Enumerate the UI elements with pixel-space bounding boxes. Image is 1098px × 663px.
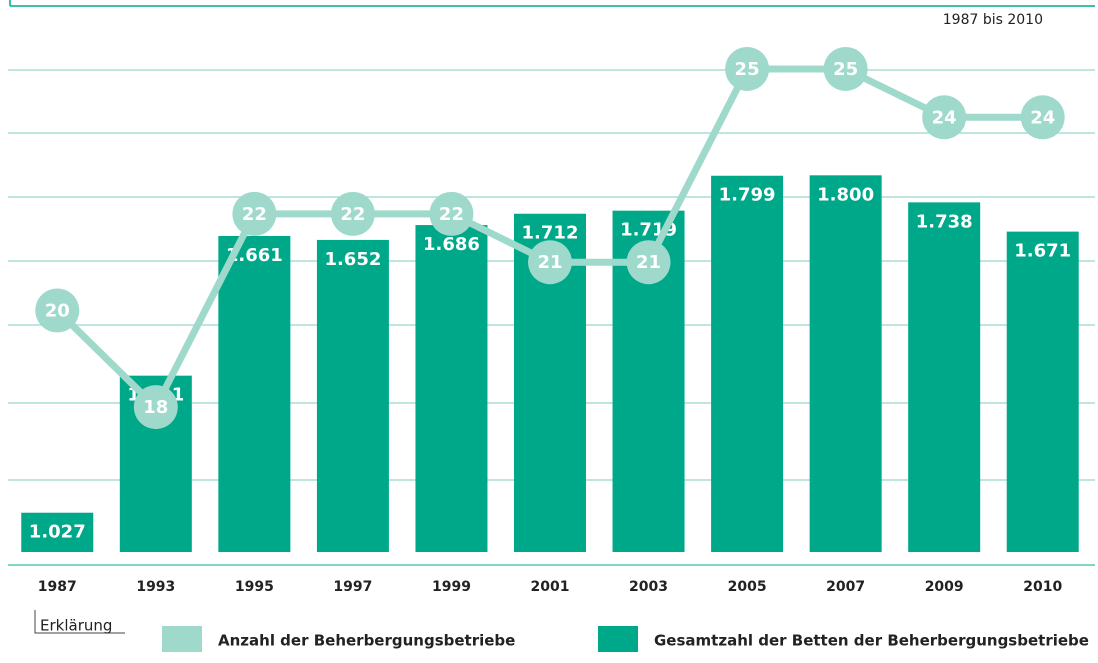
bar-value-label: 1.652	[324, 249, 381, 270]
x-tick-label: 2009	[925, 579, 964, 595]
bar-value-label: 1.671	[1014, 241, 1071, 262]
x-tick-label: 1995	[235, 579, 274, 595]
bar	[1007, 232, 1079, 552]
line-value-label: 22	[340, 204, 365, 225]
line-value-label: 20	[45, 300, 70, 321]
bar-value-label: 1.686	[423, 234, 480, 255]
legend-swatch	[598, 626, 638, 652]
bar-value-label: 1.027	[29, 522, 86, 543]
line-value-label: 24	[1030, 107, 1055, 128]
legend-label: Gesamtzahl der Betten der Beherbergungsb…	[654, 632, 1089, 650]
line-value-label: 24	[932, 107, 957, 128]
x-tick-label: 2007	[826, 579, 865, 595]
x-tick-label: 1999	[432, 579, 471, 595]
line-value-label: 22	[439, 204, 464, 225]
x-tick-label: 2003	[629, 579, 668, 595]
bar	[810, 175, 882, 552]
line-value-label: 25	[833, 59, 858, 80]
x-tick-label: 1987	[38, 579, 77, 595]
bar-value-label: 1.800	[817, 184, 874, 205]
line-value-label: 21	[537, 252, 562, 273]
legend-swatch	[162, 626, 202, 652]
x-tick-label: 2001	[531, 579, 570, 595]
bar-value-label: 1.738	[916, 211, 973, 232]
line-value-label: 21	[636, 252, 661, 273]
x-tick-label: 1997	[333, 579, 372, 595]
bar	[908, 202, 980, 552]
x-tick-label: 2005	[728, 579, 767, 595]
x-tick-label: 1993	[136, 579, 175, 595]
line-value-label: 18	[143, 397, 168, 418]
legend-label: Anzahl der Beherbergungsbetriebe	[218, 632, 515, 650]
bar	[415, 225, 487, 552]
legend-title: Erklärung	[40, 617, 112, 635]
bar	[218, 236, 290, 552]
subtitle: 1987 bis 2010	[943, 12, 1043, 28]
chart: 1987 bis 2010 Erklärung 1987 1993 1995 1997…	[0, 0, 1098, 663]
line-value-label: 22	[242, 204, 267, 225]
line-value-label: 25	[735, 59, 760, 80]
bar-value-label: 1.799	[719, 185, 776, 206]
bar	[317, 240, 389, 552]
bar	[711, 176, 783, 552]
x-tick-label: 2010	[1023, 579, 1062, 595]
